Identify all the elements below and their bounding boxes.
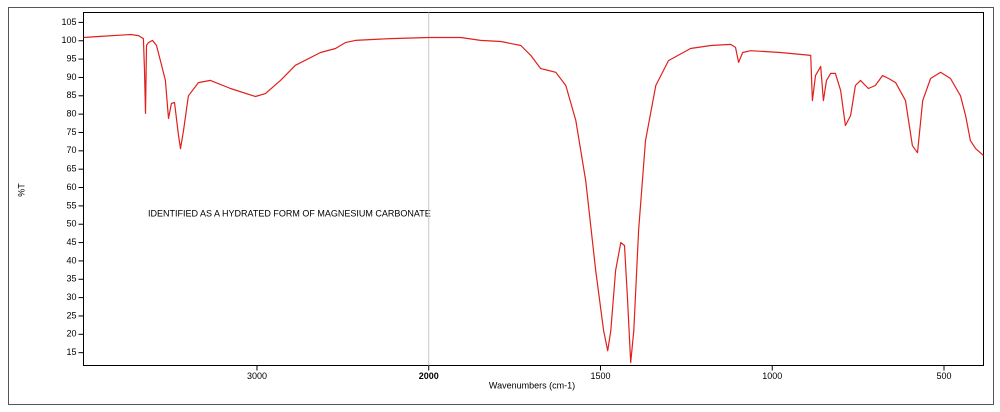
y-tick-label: 45 — [66, 237, 76, 247]
plot-area — [83, 12, 984, 366]
y-tick-label: 65 — [66, 164, 76, 174]
y-tick-label: 60 — [66, 182, 76, 192]
y-tick-label: 80 — [66, 109, 76, 119]
y-tick-label: 30 — [66, 292, 76, 302]
spectrum-line — [83, 33, 984, 364]
y-tick-label: 20 — [66, 329, 76, 339]
annotation: IDENTIFIED AS A HYDRATED FORM OF MAGNESI… — [148, 208, 431, 218]
y-tick-label: 85 — [66, 90, 76, 100]
y-tick-label: 100 — [61, 35, 76, 45]
x-tick-label: 500 — [936, 371, 951, 381]
x-tick-label: 2000 — [419, 371, 439, 381]
y-tick-label: 15 — [66, 347, 76, 357]
y-tick-label: 55 — [66, 200, 76, 210]
y-axis-label: %T — [16, 183, 26, 197]
y-tick-label: 35 — [66, 274, 76, 284]
x-axis-label: Wavenumbers (cm-1) — [489, 380, 575, 390]
y-tick-label: 40 — [66, 255, 76, 265]
y-tick-label: 105 — [61, 17, 76, 27]
y-tick-label: 90 — [66, 72, 76, 82]
x-tick-label: 1500 — [590, 371, 610, 381]
x-tick-label: 3000 — [247, 371, 267, 381]
frame — [8, 7, 994, 405]
y-tick-label: 25 — [66, 310, 76, 320]
y-tick-label: 95 — [66, 53, 76, 63]
y-tick-label: 70 — [66, 145, 76, 155]
x-tick-label: 1000 — [762, 371, 782, 381]
y-tick-label: 75 — [66, 127, 76, 137]
y-tick-label: 50 — [66, 219, 76, 229]
